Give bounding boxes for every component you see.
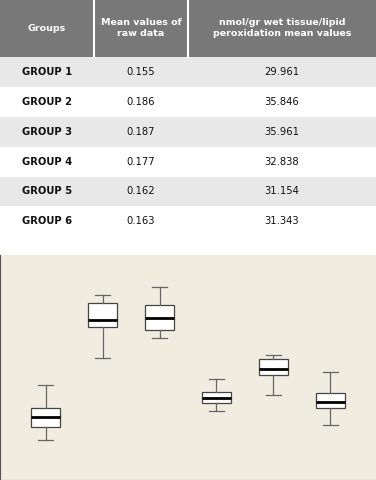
Bar bbox=[188, 57, 376, 87]
Text: 29.961: 29.961 bbox=[264, 67, 300, 77]
Bar bbox=[94, 146, 188, 177]
Bar bbox=[0, 0, 94, 57]
Text: 35.961: 35.961 bbox=[264, 127, 300, 137]
Bar bbox=[94, 0, 188, 57]
PathPatch shape bbox=[31, 408, 61, 427]
Text: GROUP 3: GROUP 3 bbox=[22, 127, 72, 137]
Text: 31.154: 31.154 bbox=[265, 187, 299, 196]
Bar bbox=[0, 87, 94, 117]
Text: nmol/gr wet tissue/lipid
peroxidation mean values: nmol/gr wet tissue/lipid peroxidation me… bbox=[213, 18, 351, 38]
Text: 0.163: 0.163 bbox=[127, 216, 155, 227]
Bar bbox=[188, 117, 376, 146]
Text: Groups: Groups bbox=[28, 24, 66, 33]
Bar bbox=[0, 177, 94, 206]
PathPatch shape bbox=[315, 393, 345, 408]
Text: GROUP 5: GROUP 5 bbox=[22, 187, 72, 196]
Text: GROUP 4: GROUP 4 bbox=[22, 156, 72, 167]
PathPatch shape bbox=[88, 303, 117, 327]
Bar bbox=[0, 206, 94, 236]
Bar bbox=[94, 177, 188, 206]
Bar bbox=[94, 117, 188, 146]
Bar bbox=[188, 87, 376, 117]
Bar bbox=[188, 177, 376, 206]
Text: 0.186: 0.186 bbox=[127, 96, 155, 107]
Bar bbox=[94, 87, 188, 117]
Text: Mean values of
raw data: Mean values of raw data bbox=[101, 18, 181, 38]
Bar bbox=[94, 57, 188, 87]
Text: 31.343: 31.343 bbox=[265, 216, 299, 227]
Text: GROUP 6: GROUP 6 bbox=[22, 216, 72, 227]
Bar bbox=[188, 146, 376, 177]
Text: 0.162: 0.162 bbox=[127, 187, 155, 196]
Text: 0.177: 0.177 bbox=[127, 156, 155, 167]
PathPatch shape bbox=[202, 392, 231, 403]
Text: GROUP 1: GROUP 1 bbox=[22, 67, 72, 77]
Bar bbox=[188, 0, 376, 57]
Text: GROUP 2: GROUP 2 bbox=[22, 96, 72, 107]
Bar bbox=[94, 206, 188, 236]
Bar bbox=[0, 57, 94, 87]
Text: 32.838: 32.838 bbox=[265, 156, 299, 167]
Bar bbox=[0, 146, 94, 177]
Text: 0.187: 0.187 bbox=[127, 127, 155, 137]
PathPatch shape bbox=[145, 305, 174, 330]
Text: 0.155: 0.155 bbox=[127, 67, 155, 77]
Bar bbox=[0, 117, 94, 146]
PathPatch shape bbox=[259, 360, 288, 375]
Text: 35.846: 35.846 bbox=[265, 96, 299, 107]
Bar bbox=[188, 206, 376, 236]
